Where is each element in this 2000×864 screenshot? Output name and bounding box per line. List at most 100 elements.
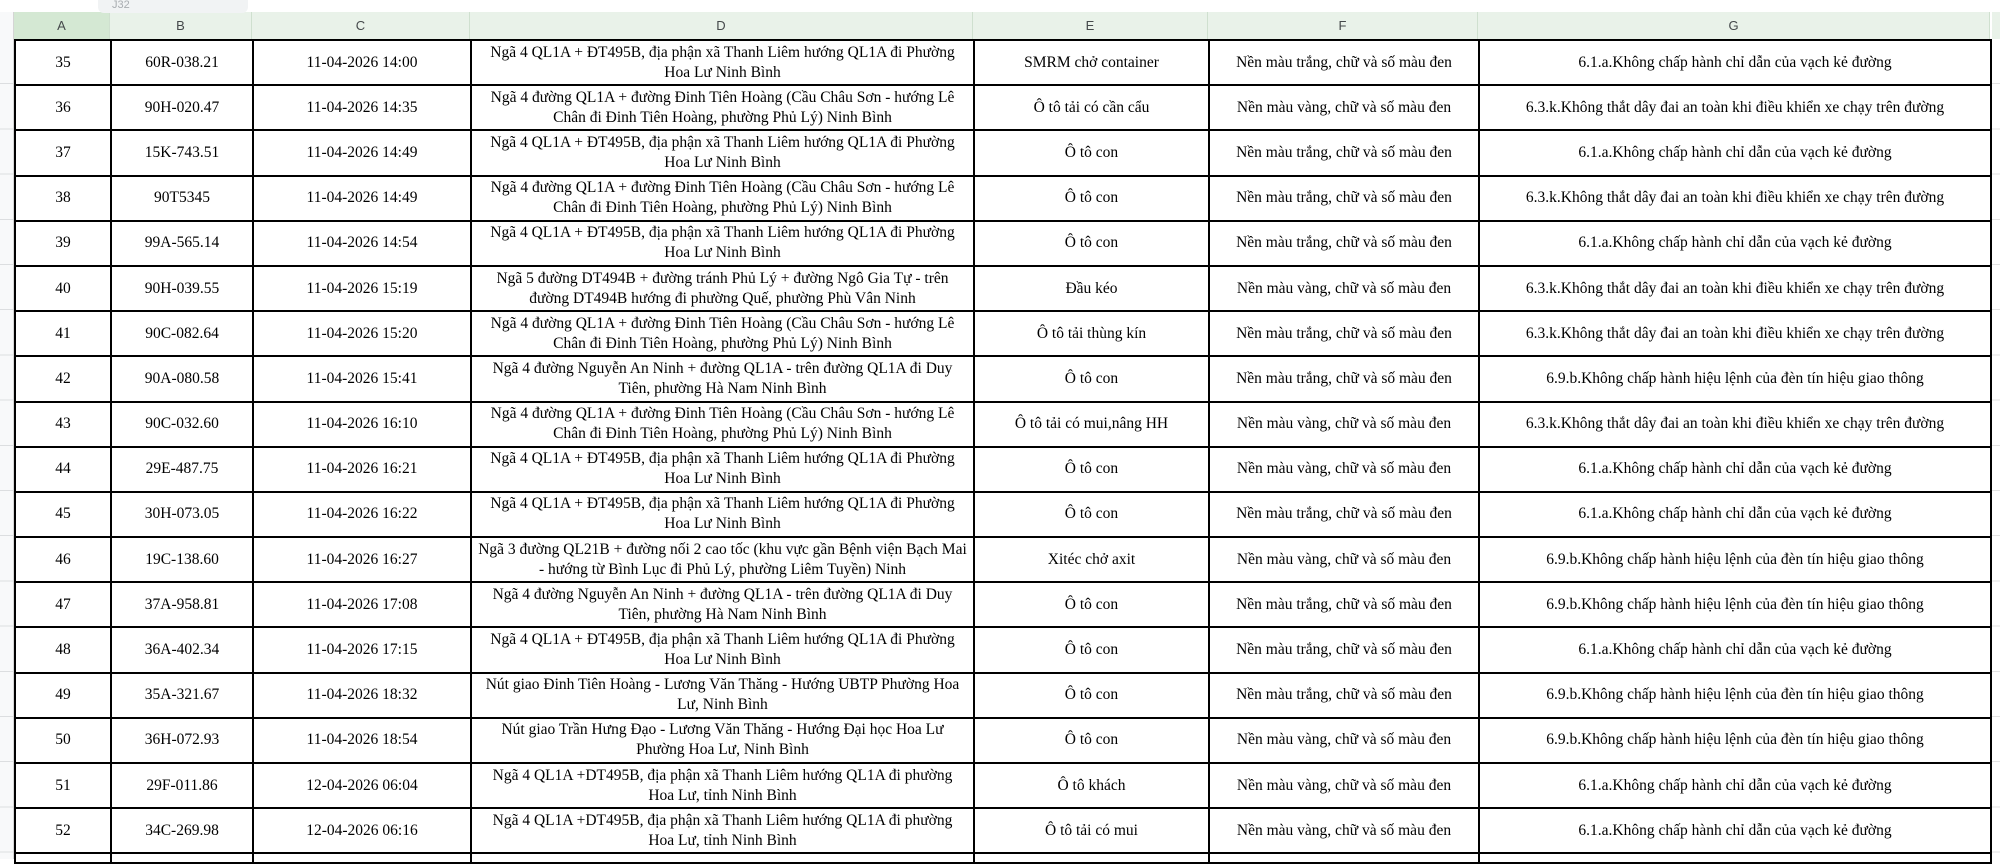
cell-location[interactable]: Ngã 4 QL1A + ĐT495B, địa phận xã Thanh L… [470,129,975,177]
cell-plate-color[interactable]: Nền màu vàng, chữ và số màu đen [1208,716,1480,765]
cell-violation[interactable]: 6.1.a.Không chấp hành chỉ dẫn của vạch k… [1478,761,1992,810]
cell-datetime[interactable]: 11-04-2026 15:20 [252,310,472,358]
cell-datetime[interactable] [252,852,472,864]
cell-plate-color[interactable]: Nền màu trắng, chữ và số màu đen [1208,310,1480,358]
cell-vehicle-type[interactable]: Ô tô con [973,129,1210,177]
column-header-b[interactable]: B [110,12,252,39]
column-header-d[interactable]: D [470,12,973,39]
cell-datetime[interactable]: 11-04-2026 14:35 [252,84,472,132]
row-header-strip[interactable] [0,39,14,859]
cell-location[interactable]: Nút giao Đinh Tiên Hoàng - Lương Văn Thă… [470,671,975,719]
cell-location[interactable]: Ngã 3 đường QL21B + đường nối 2 cao tốc … [470,536,975,584]
cell-location[interactable]: Ngã 4 đường QL1A + đường Đinh Tiên Hoàng… [470,400,975,448]
cell-plate[interactable] [110,852,254,864]
cell-violation[interactable]: 6.3.k.Không thắt dây đai an toàn khi điề… [1478,400,1992,448]
cell-location[interactable]: Ngã 5 đường DT494B + đường tránh Phủ Lý … [470,264,975,313]
cell-datetime[interactable]: 11-04-2026 14:54 [252,219,472,267]
cell-location[interactable]: Ngã 4 đường Nguyễn An Ninh + đường QL1A … [470,581,975,629]
cell-violation[interactable]: 6.3.k.Không thắt dây đai an toàn khi điề… [1478,264,1992,313]
cell-violation[interactable]: 6.1.a.Không chấp hành chỉ dẫn của vạch k… [1478,219,1992,267]
cell-plate[interactable]: 90H-039.55 [110,264,254,313]
cell-plate-color[interactable]: Nền màu vàng, chữ và số màu đen [1208,761,1480,810]
cell-row-number[interactable]: 36 [14,84,112,132]
cell-plate[interactable]: 29F-011.86 [110,761,254,810]
cell-vehicle-type[interactable]: Ô tô tải có mui [973,807,1210,855]
cell-vehicle-type[interactable]: Ô tô con [973,490,1210,539]
cell-plate-color[interactable]: Nền màu vàng, chữ và số màu đen [1208,536,1480,584]
cell-violation[interactable]: 6.3.k.Không thắt dây đai an toàn khi điề… [1478,310,1992,358]
column-header-f[interactable]: F [1208,12,1478,39]
cell-location[interactable]: Ngã 4 QL1A +DT495B, địa phận xã Thanh Li… [470,807,975,855]
column-header-g[interactable]: G [1478,12,1990,39]
column-header-a[interactable]: A [14,12,110,39]
cell-plate[interactable]: 60R-038.21 [110,38,254,87]
cell-vehicle-type[interactable]: Ô tô con [973,716,1210,765]
cell-datetime[interactable]: 11-04-2026 16:21 [252,445,472,493]
cell-datetime[interactable]: 12-04-2026 06:16 [252,807,472,855]
cell-violation[interactable]: 6.1.a.Không chấp hành chỉ dẫn của vạch k… [1478,38,1992,87]
cell-violation[interactable]: 6.1.a.Không chấp hành chỉ dẫn của vạch k… [1478,490,1992,539]
row-header-corner[interactable] [0,12,14,39]
cell-location[interactable]: Nút giao Trần Hưng Đạo - Lương Văn Thăng… [470,716,975,765]
cell-row-number[interactable]: 43 [14,400,112,448]
cell-vehicle-type[interactable]: Ô tô tải thùng kín [973,310,1210,358]
cell-row-number[interactable]: 37 [14,129,112,177]
cell-violation[interactable]: 6.1.a.Không chấp hành chỉ dẫn của vạch k… [1478,445,1992,493]
cell-row-number[interactable]: 45 [14,490,112,539]
cell-row-number[interactable]: 46 [14,536,112,584]
cell-row-number[interactable]: 42 [14,355,112,403]
cell-violation[interactable]: 6.9.b.Không chấp hành hiệu lệnh của đèn … [1478,716,1992,765]
cell-plate[interactable]: 30H-073.05 [110,490,254,539]
cell-row-number[interactable] [14,852,112,864]
cell-vehicle-type[interactable]: Ô tô tải có mui,nâng HH [973,400,1210,448]
cell-plate-color[interactable]: Nền màu vàng, chữ và số màu đen [1208,445,1480,493]
cell-plate[interactable]: 34C-269.98 [110,807,254,855]
cell-violation[interactable]: 6.9.b.Không chấp hành hiệu lệnh của đèn … [1478,536,1992,584]
cell-row-number[interactable]: 47 [14,581,112,629]
cell-plate-color[interactable]: Nền màu trắng, chữ và số màu đen [1208,671,1480,719]
cell-vehicle-type[interactable] [973,852,1210,864]
cell-row-number[interactable]: 51 [14,761,112,810]
cell-vehicle-type[interactable]: SMRM chở container [973,38,1210,87]
cell-violation[interactable]: 6.3.k.Không thắt dây đai an toàn khi điề… [1478,84,1992,132]
cell-plate[interactable]: 90C-082.64 [110,310,254,358]
cell-datetime[interactable]: 11-04-2026 18:54 [252,716,472,765]
cell-vehicle-type[interactable]: Ô tô con [973,445,1210,493]
cell-vehicle-type[interactable]: Ô tô con [973,219,1210,267]
cell-plate[interactable]: 99A-565.14 [110,219,254,267]
cell-location[interactable] [470,852,975,864]
cell-plate[interactable]: 90A-080.58 [110,355,254,403]
cell-row-number[interactable]: 48 [14,626,112,674]
cell-plate[interactable]: 37A-958.81 [110,581,254,629]
cell-location[interactable]: Ngã 4 QL1A + ĐT495B, địa phận xã Thanh L… [470,626,975,674]
cell-plate[interactable]: 90T5345 [110,174,254,222]
cell-violation[interactable] [1478,852,1992,864]
cell-plate-color[interactable]: Nền màu vàng, chữ và số màu đen [1208,807,1480,855]
cell-location[interactable]: Ngã 4 QL1A + ĐT495B, địa phận xã Thanh L… [470,219,975,267]
cell-plate[interactable]: 90H-020.47 [110,84,254,132]
cell-location[interactable]: Ngã 4 đường Nguyễn An Ninh + đường QL1A … [470,355,975,403]
cell-plate[interactable]: 19C-138.60 [110,536,254,584]
cell-row-number[interactable]: 39 [14,219,112,267]
cell-plate-color[interactable]: Nền màu trắng, chữ và số màu đen [1208,626,1480,674]
cell-datetime[interactable]: 11-04-2026 17:15 [252,626,472,674]
cell-row-number[interactable]: 41 [14,310,112,358]
cell-row-number[interactable]: 49 [14,671,112,719]
cell-row-number[interactable]: 35 [14,38,112,87]
cell-row-number[interactable]: 44 [14,445,112,493]
cell-violation[interactable]: 6.1.a.Không chấp hành chỉ dẫn của vạch k… [1478,129,1992,177]
cell-violation[interactable]: 6.1.a.Không chấp hành chỉ dẫn của vạch k… [1478,807,1992,855]
cell-vehicle-type[interactable]: Ô tô con [973,174,1210,222]
cell-vehicle-type[interactable]: Ô tô con [973,626,1210,674]
cell-plate-color[interactable]: Nền màu trắng, chữ và số màu đen [1208,219,1480,267]
cell-location[interactable]: Ngã 4 QL1A +DT495B, địa phận xã Thanh Li… [470,761,975,810]
cell-plate-color[interactable]: Nền màu vàng, chữ và số màu đen [1208,400,1480,448]
name-box-fragment[interactable]: J32 [98,0,248,13]
cell-violation[interactable]: 6.9.b.Không chấp hành hiệu lệnh của đèn … [1478,581,1992,629]
cell-plate[interactable]: 15K-743.51 [110,129,254,177]
cell-datetime[interactable]: 11-04-2026 16:27 [252,536,472,584]
cell-vehicle-type[interactable]: Ô tô con [973,355,1210,403]
cell-violation[interactable]: 6.9.b.Không chấp hành hiệu lệnh của đèn … [1478,355,1992,403]
cell-plate[interactable]: 35A-321.67 [110,671,254,719]
cell-vehicle-type[interactable]: Ô tô con [973,671,1210,719]
